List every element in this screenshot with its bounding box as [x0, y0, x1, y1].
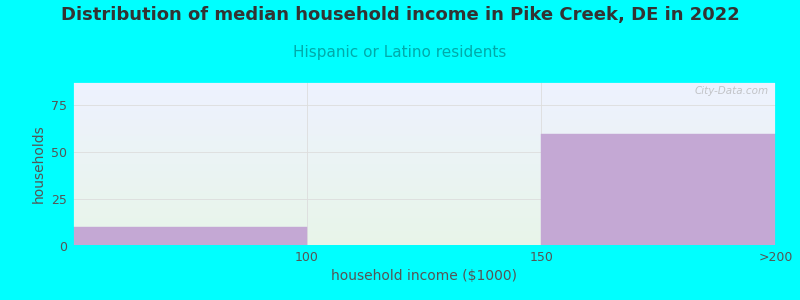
Text: City-Data.com: City-Data.com	[695, 86, 769, 96]
Text: Distribution of median household income in Pike Creek, DE in 2022: Distribution of median household income …	[61, 6, 739, 24]
X-axis label: household income ($1000): household income ($1000)	[331, 269, 517, 284]
Y-axis label: households: households	[31, 124, 46, 203]
Bar	[542, 134, 776, 246]
Text: Hispanic or Latino residents: Hispanic or Latino residents	[294, 45, 506, 60]
Bar	[72, 227, 306, 246]
